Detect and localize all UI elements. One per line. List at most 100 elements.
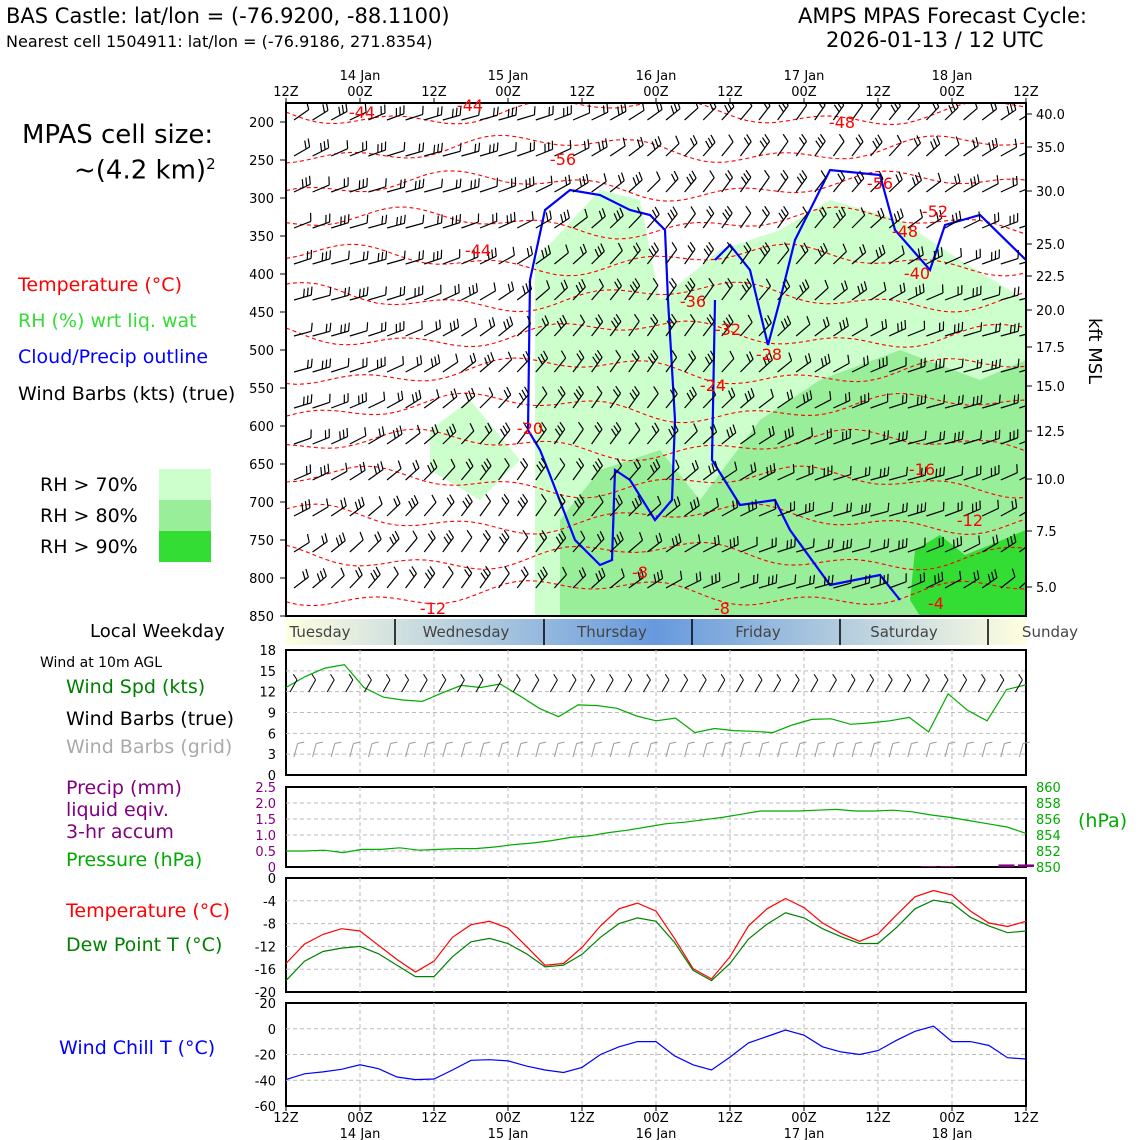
surface-wind-barb-flag [757,674,763,681]
wind-barb [405,214,425,229]
wind-barb-shaft [925,143,941,157]
wind-barb-flag [490,352,495,361]
wind-barb-flag [412,462,417,471]
wind-barb-flag [694,460,699,469]
wind-barb-shaft [796,509,814,517]
wind-barb [1000,138,1018,157]
surface-wind-barb-shaft [642,679,651,693]
grid-wind-barb-flag [929,741,937,744]
wind-barb-flag [455,215,458,224]
wind-barb-flag [1027,289,1032,298]
wind-barb-shaft [833,510,851,517]
grid-wind-barb-flag [502,741,509,744]
wind-barb-flag [1009,432,1011,441]
wind-barb [963,285,982,301]
surface-wind-barb-shaft [698,679,707,693]
wind-barb-flag [403,250,406,260]
wind-barb-shaft [442,150,461,157]
wind-barb-flag [764,317,770,327]
wind-barb-shaft [907,328,925,337]
wind-barb-flag [706,209,712,217]
wind-barb-flag [878,359,881,369]
wind-barb-flag [939,467,942,477]
wind-barb-flag [631,353,638,361]
wind-barb [1019,258,1026,265]
wind-barb [944,358,964,373]
surface-wind-barb-flag [367,674,372,681]
wind-barb-shaft [442,396,458,409]
wind-barb-shaft [1000,402,1019,409]
wind-barb [963,174,980,193]
wind-barb [758,205,770,229]
surface-wind-barb [345,674,354,693]
wind-barb [814,133,826,157]
wind-barb-flag [793,501,796,510]
wind-barb [312,322,332,337]
wind-barb-flag [403,321,405,330]
wind-barb [498,493,510,517]
wind-barb [330,393,349,409]
wind-barb-flag [864,467,867,477]
bottom-time-label: 12Z [865,1111,891,1126]
wind-barb-flag [399,425,403,435]
wind-barb [721,424,737,445]
wind-barb-shaft [442,326,459,337]
wind-barb-flag [808,466,810,475]
wind-barb-shaft [702,505,719,517]
grid-wind-barb [293,741,305,758]
wind-barb-flag [789,389,794,399]
wind-barb-flag [954,175,958,185]
wind-barb-shaft [368,294,386,301]
wind-barb [312,139,330,157]
wind-barb-flag [901,539,904,548]
wind-barb-flag [474,317,478,327]
legend-temperature: Temperature (°C) [18,274,182,296]
surface-wind-barb-shaft [866,679,875,693]
surface-wind-barb-flag [1018,674,1023,681]
wind-barb [665,313,677,337]
wind-barb-flag [879,576,882,585]
wind-barb-shaft [721,432,737,445]
wind-barb [944,430,964,445]
surface-wind-barb-shaft [810,679,819,693]
wind-barb-shaft [479,536,491,553]
wind-barb-flag [978,211,981,221]
wind-barb-flag [385,178,387,187]
wind-barb-shaft [628,577,644,589]
wind-barb-flag [903,282,906,292]
wind-barb-flag [411,394,415,403]
wind-barb-flag [725,317,732,326]
wind-barb-shaft [795,361,812,373]
wind-barb [498,422,511,445]
wind-barb [423,459,438,481]
wind-barb-flag [756,536,758,546]
wind-barb-flag [827,539,830,549]
wind-barb-flag [904,319,907,329]
dew-panel-label: Dew Point T (°C) [66,934,223,956]
wind-barb [721,535,739,553]
surface-wind-barb [698,674,707,693]
wind-barb-shaft [535,322,549,337]
wind-barb-flag [876,103,882,106]
wind-barb-shaft [498,573,510,589]
wind-barb-shaft [777,286,791,301]
precip-label-3: 3-hr accum [66,821,174,843]
wind-barb [721,278,733,301]
wind-barb [982,322,1001,337]
wind-barb [963,137,979,157]
wind-barb-shaft [1019,401,1026,409]
wind-barb-flag [994,569,998,578]
wind-barb-flag [585,173,589,183]
wind-barb-flag [670,173,676,182]
wind-barb-shaft [758,471,776,481]
wind-barb-flag [678,533,682,543]
top-time-label: 12Z [569,85,595,100]
wind-barb [721,314,734,337]
wind-barb [386,286,406,301]
wind-barb [424,178,443,193]
wind-barb-flag [961,430,964,440]
wind-barb [628,532,644,553]
wind-barb [758,169,770,193]
grid-wind-barb [665,741,677,758]
wind-barb-flag [957,286,959,296]
